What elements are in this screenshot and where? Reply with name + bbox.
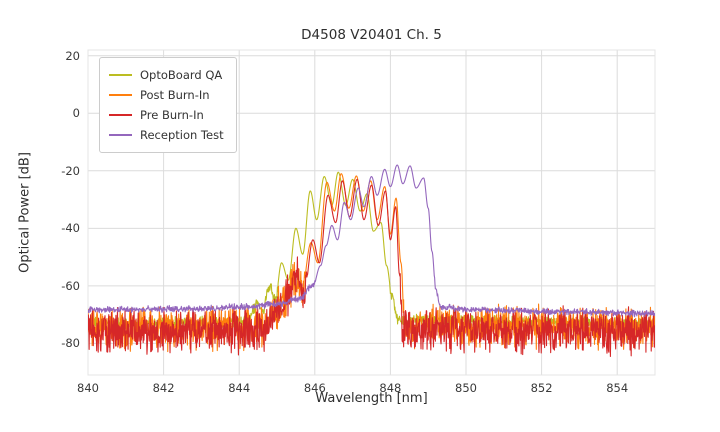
y-tick-label: -20 bbox=[61, 163, 80, 178]
legend-item: Post Burn-In bbox=[109, 85, 224, 105]
y-tick-label: -40 bbox=[61, 221, 80, 236]
x-tick-label: 850 bbox=[455, 381, 477, 395]
y-tick-label: -60 bbox=[61, 278, 80, 293]
legend-item-label: Pre Burn-In bbox=[140, 108, 204, 122]
legend-line-swatch bbox=[109, 74, 132, 76]
x-axis-label: Wavelength [nm] bbox=[315, 391, 428, 406]
chart-title: D4508 V20401 Ch. 5 bbox=[301, 27, 442, 43]
y-tick-label: -80 bbox=[61, 336, 80, 351]
x-tick-label: 840 bbox=[77, 381, 99, 395]
legend-line-swatch bbox=[109, 114, 132, 116]
legend-item: OptoBoard QA bbox=[109, 65, 224, 85]
x-tick-label: 848 bbox=[379, 381, 402, 395]
legend-line-swatch bbox=[109, 94, 132, 96]
x-tick-label: 854 bbox=[606, 381, 629, 395]
legend: OptoBoard QA Post Burn-In Pre Burn-In Recep… bbox=[99, 57, 237, 153]
y-tick-label: 20 bbox=[65, 48, 80, 63]
y-tick-label: 0 bbox=[72, 106, 80, 121]
x-tick-label: 846 bbox=[303, 381, 326, 395]
legend-item: Pre Burn-In bbox=[109, 105, 224, 125]
legend-item-label: OptoBoard QA bbox=[140, 68, 223, 82]
x-tick-label: 842 bbox=[152, 381, 175, 395]
legend-line-swatch bbox=[109, 134, 132, 136]
legend-item-label: Reception Test bbox=[140, 128, 224, 142]
x-tick-label: 844 bbox=[228, 381, 251, 395]
x-tick-label: 852 bbox=[530, 381, 553, 395]
legend-item: Reception Test bbox=[109, 125, 224, 145]
legend-item-label: Post Burn-In bbox=[140, 88, 210, 102]
